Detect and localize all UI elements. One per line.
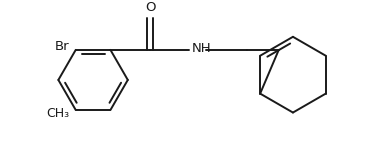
Text: NH: NH <box>191 42 211 55</box>
Text: Br: Br <box>55 40 69 53</box>
Text: CH₃: CH₃ <box>46 107 69 120</box>
Text: O: O <box>145 1 155 14</box>
